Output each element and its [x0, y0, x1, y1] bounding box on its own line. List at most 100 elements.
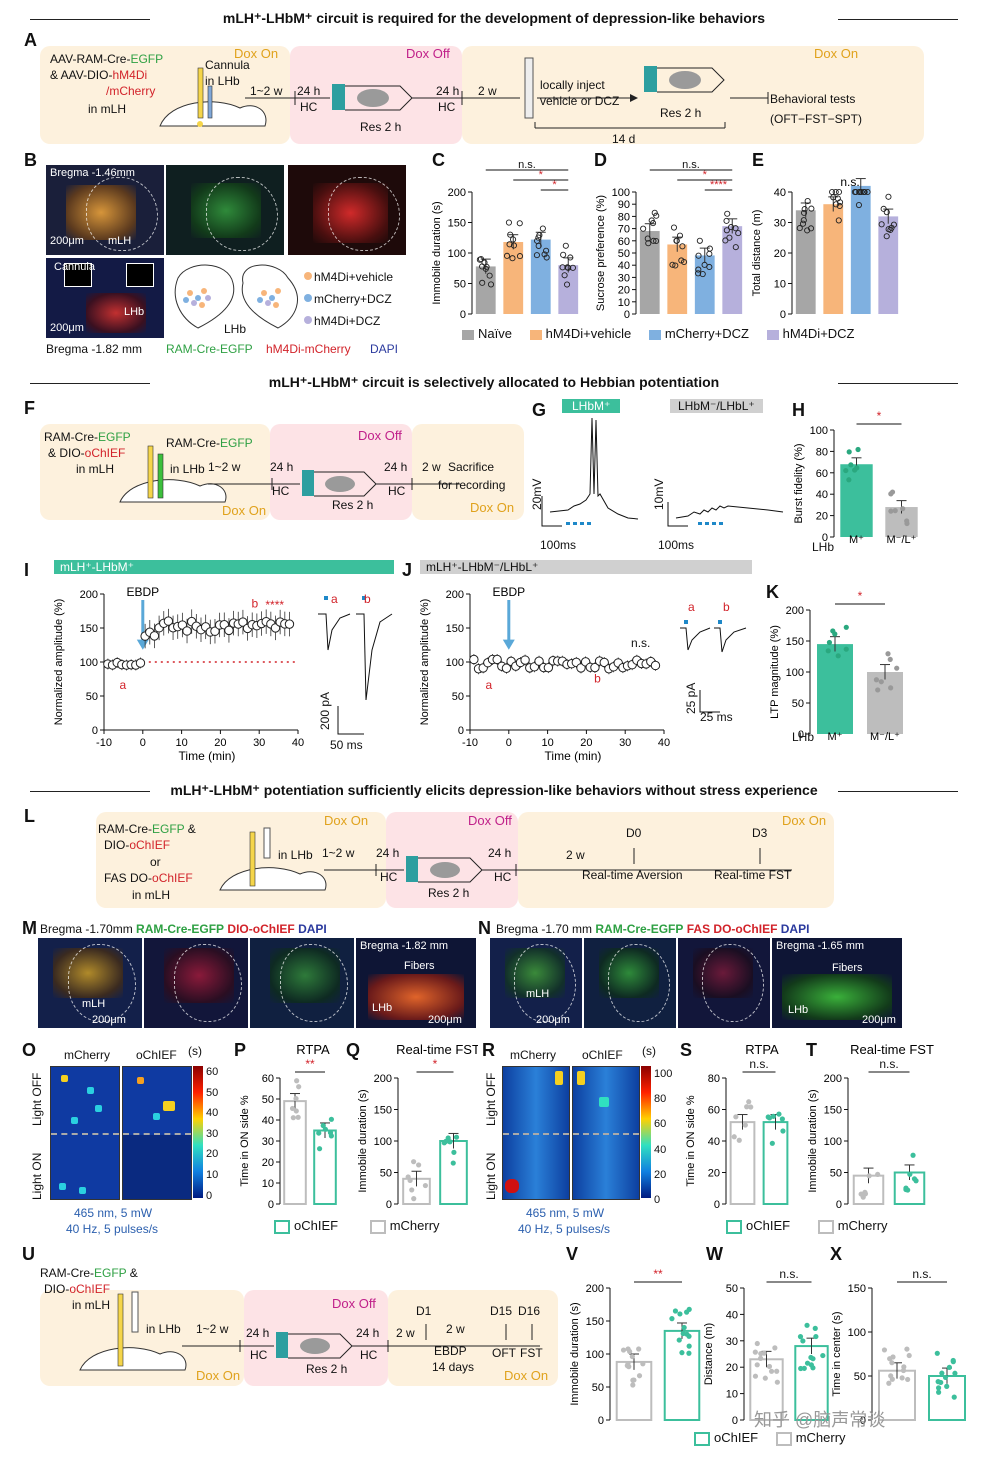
legend-naive: Naïve	[478, 326, 512, 341]
y-axis-label: Total distance (m)	[751, 210, 763, 297]
data-point	[804, 1322, 810, 1328]
hot-spot	[71, 1117, 78, 1124]
bar-hM4Di+DCZ	[878, 216, 899, 314]
data-point	[672, 262, 679, 269]
y-tick-label: 0	[460, 309, 466, 321]
data-point	[799, 220, 807, 227]
j-stim-b	[718, 620, 722, 624]
y-tick-label: 150	[848, 1283, 866, 1295]
data-point	[706, 250, 713, 257]
data-point	[766, 1115, 773, 1121]
y-tick-label: 90	[618, 199, 630, 211]
l-res: Res 2 h	[428, 886, 470, 900]
behavior-label: Behavioral tests	[770, 92, 856, 106]
time-label-b: b	[251, 597, 258, 611]
data-point	[520, 655, 530, 665]
data-point	[866, 1173, 872, 1179]
data-point	[843, 646, 849, 652]
j-traces	[680, 620, 747, 653]
hot-spot	[505, 1179, 519, 1193]
y-tick-label: 50	[380, 1168, 392, 1180]
i-stim-b	[362, 596, 366, 600]
panel-l-timeline	[219, 827, 792, 891]
y-axis-label: Normalized amplitude (%)	[419, 599, 431, 726]
y-tick-label: 50	[454, 279, 466, 291]
hot-spot	[577, 1071, 585, 1085]
data-point	[801, 206, 808, 213]
n-micro-merge: mLH 200μm	[490, 938, 582, 1028]
data-point	[409, 1187, 415, 1193]
j-trace-a	[680, 627, 711, 651]
y-tick-label: 100	[824, 1136, 842, 1148]
f-res: Res 2 h	[332, 498, 374, 512]
data-point	[699, 271, 706, 278]
sig-label: n.s.	[682, 162, 700, 171]
data-point	[855, 446, 861, 453]
hot-spot	[599, 1097, 609, 1107]
y-tick-label: 200	[374, 1073, 392, 1085]
bar-mCherry	[878, 1369, 916, 1421]
lhb-label: LHb	[124, 306, 145, 318]
bar-mCherry+DCZ	[530, 239, 551, 314]
chart-h: 0 20 40 60 80 100 Burst fidelity (%) M⁺ M⁻/L⁺ *	[793, 409, 918, 545]
syringe-2	[524, 57, 534, 119]
n-bregma2: Bregma -1.65 mm	[776, 940, 865, 952]
y-tick-label: 30	[726, 1336, 738, 1348]
legend-hm4di-vehicle: hM4Di+vehicle	[314, 270, 394, 284]
data-point	[901, 1364, 907, 1370]
dox-on-band-l2	[518, 812, 834, 908]
data-point	[695, 266, 702, 273]
bar-hM4Di+vehicle	[503, 242, 524, 314]
panel-letter-e: E	[752, 150, 765, 170]
y-tick-label: 50	[592, 1382, 604, 1394]
y-tick-label: 40	[816, 489, 828, 501]
data-point	[723, 227, 730, 234]
data-point	[862, 1191, 869, 1197]
legend-dot-dcz	[304, 316, 312, 324]
bar-Naïve	[639, 231, 660, 314]
panel-letter-q: Q	[346, 1040, 361, 1060]
sig-label: n.s.	[779, 1267, 798, 1281]
roi-outline	[86, 177, 158, 251]
y-tick-label: 150	[448, 218, 466, 230]
data-point	[645, 240, 652, 247]
chart-w: 0 10 20 30 40 50 Distance (m) n.s.	[703, 1267, 829, 1427]
data-point	[672, 1308, 679, 1314]
inject-label: locally inject	[540, 78, 605, 92]
data-point	[486, 272, 493, 279]
r-off: Light OFF	[484, 1072, 498, 1126]
data-point	[422, 1182, 429, 1189]
dox-on-band-u2	[388, 1290, 558, 1386]
chart-title: RTPA	[745, 1042, 779, 1057]
egfp-label: RAM-Cre-EGFP	[166, 342, 253, 356]
data-point	[878, 679, 884, 685]
x-axis-label: Time (min)	[545, 749, 602, 763]
sig-label: n.s.	[518, 162, 536, 171]
hc-label: HC	[300, 100, 318, 114]
roi-outline	[514, 944, 576, 1022]
data-point	[873, 677, 880, 683]
data-point	[935, 1385, 942, 1391]
data-point	[810, 1365, 816, 1371]
data-point	[774, 1368, 780, 1374]
l-virus: RAM-Cre-EGFP &	[98, 822, 196, 836]
mouse-body	[300, 1338, 330, 1354]
data-point	[479, 263, 486, 270]
data-point	[766, 1363, 773, 1370]
cannula	[207, 85, 213, 119]
sig-label: *	[858, 589, 863, 603]
fiber	[263, 827, 271, 859]
data-point	[934, 1350, 940, 1356]
u-t1: 1~2 w	[196, 1322, 229, 1336]
y-tick-label: 0	[386, 1199, 392, 1211]
legend-ochief: oChIEF	[714, 1430, 759, 1445]
schematic-lhb	[174, 264, 312, 329]
data-point	[501, 663, 512, 673]
panel-letter-n: N	[478, 918, 491, 938]
x-tick-label: -10	[96, 737, 112, 749]
data-point	[506, 241, 513, 248]
sig-label: n.s.	[840, 175, 859, 189]
y-tick-label: 80	[816, 446, 828, 458]
